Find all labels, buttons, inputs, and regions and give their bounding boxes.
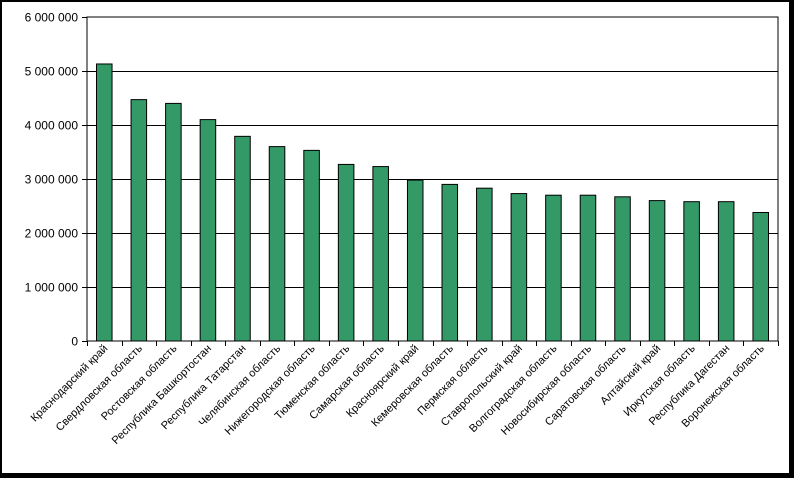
y-tick-label: 2 000 000 bbox=[25, 227, 79, 241]
bar bbox=[476, 187, 493, 342]
bar bbox=[441, 183, 459, 342]
x-tick-label: Алтайский край bbox=[598, 343, 663, 408]
bar bbox=[199, 119, 217, 342]
bar bbox=[545, 194, 562, 342]
bar bbox=[717, 201, 735, 342]
bar bbox=[96, 63, 113, 342]
bars bbox=[96, 63, 769, 342]
y-tick-label: 3 000 000 bbox=[25, 173, 79, 187]
y-tick-label: 6 000 000 bbox=[25, 11, 79, 25]
bar bbox=[130, 99, 148, 342]
bar bbox=[337, 163, 355, 342]
y-tick-label: 1 000 000 bbox=[25, 281, 79, 295]
gridlines bbox=[87, 71, 778, 288]
bar bbox=[165, 102, 182, 342]
y-axis-tick-labels: 0 1 000 000 2 000 000 3 000 000 4 000 000 5 0… bbox=[25, 11, 79, 349]
y-tick-label: 5 000 000 bbox=[25, 65, 79, 79]
bar bbox=[372, 166, 389, 342]
bar bbox=[752, 211, 769, 342]
bar bbox=[614, 196, 631, 342]
bar bbox=[303, 149, 320, 342]
bar bbox=[234, 135, 251, 342]
bar bbox=[579, 194, 597, 342]
y-tick-label: 4 000 000 bbox=[25, 119, 79, 133]
bar bbox=[406, 179, 424, 342]
bar bbox=[683, 201, 700, 342]
bar bbox=[268, 146, 286, 342]
bar bbox=[648, 200, 666, 342]
bar bbox=[510, 193, 528, 342]
y-tick-label: 0 bbox=[71, 335, 78, 349]
axes bbox=[82, 16, 779, 346]
